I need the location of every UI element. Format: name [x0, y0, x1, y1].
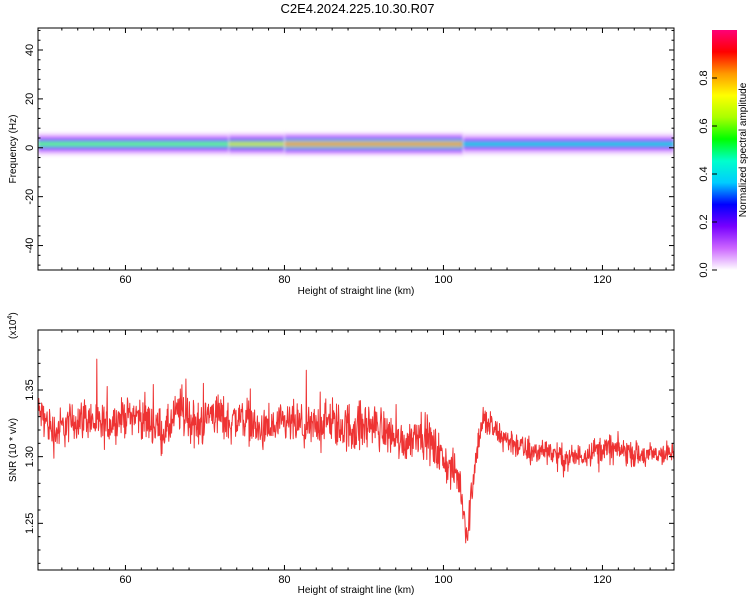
y-tick-label: 1.25	[24, 513, 36, 534]
y-tick-label: -20	[24, 189, 36, 205]
x-tick-label: 60	[119, 274, 131, 286]
spectrogram-panel: 60 80 100 120 40 20 0 -20 -40 Height of straight…	[8, 27, 675, 297]
snr-x-axis-label: Height of straight line (km)	[298, 585, 415, 596]
band-strip	[463, 142, 674, 146]
spectrogram-frame	[37, 27, 675, 271]
band-segment	[38, 133, 229, 155]
colorbar-gradient	[712, 30, 737, 270]
snr-panel: 60 80 100 120 1.35 1.30 1.25 Height of straigh…	[7, 312, 675, 596]
chart-title: C2E4.2024.225.10.30.R07	[280, 1, 435, 16]
colorbar-tick-label: 0.2	[698, 214, 710, 229]
colorbar-tick-label: 0.4	[698, 166, 710, 181]
y-tick-label: 20	[24, 93, 36, 105]
snr-frame	[37, 329, 675, 571]
spectrogram-x-axis-label: Height of straight line (km)	[298, 286, 415, 297]
colorbar-tick-label: 0.0	[698, 262, 710, 277]
x-tick-label: 80	[278, 574, 290, 586]
colorbar: 0.0 0.2 0.4 0.6 0.8 Normalized spectral ampl…	[698, 30, 749, 278]
spectrogram-y-axis-label: Frequency (Hz)	[8, 115, 19, 184]
spectrogram-band	[38, 133, 674, 155]
colorbar-tick-label: 0.6	[698, 118, 710, 133]
band-strip	[284, 142, 464, 146]
x-tick-label: 120	[593, 574, 611, 586]
y-tick-label: 1.30	[24, 446, 36, 467]
x-tick-label: 80	[278, 274, 290, 286]
colorbar-tick-label: 0.8	[698, 70, 710, 85]
y-tick-label: -40	[24, 238, 36, 254]
colorbar-label: Normalized spectral amplitude	[738, 82, 749, 217]
x-tick-label: 100	[434, 274, 452, 286]
x-tick-label: 100	[434, 574, 452, 586]
colorbar-ticks: 0.0 0.2 0.4 0.6 0.8	[698, 70, 717, 278]
x-tick-label: 120	[593, 274, 611, 286]
y-tick-label: 1.35	[24, 379, 36, 400]
band-segment	[284, 133, 464, 155]
snr-y-axis-label: SNR (10 * v/v)	[8, 418, 19, 482]
y-tick-label: 40	[24, 44, 36, 56]
spectrogram-ticks: 60 80 100 120 40 20 0 -20 -40	[24, 28, 674, 286]
y-tick-label: 0	[24, 145, 36, 151]
snr-series-line	[38, 358, 674, 544]
band-segment	[463, 133, 674, 155]
band-strip	[228, 142, 285, 146]
snr-y-scale-label: (x104)	[7, 312, 19, 339]
band-strip	[38, 142, 229, 146]
band-segment	[228, 133, 285, 155]
snr-ticks: 60 80 100 120 1.35 1.30 1.25	[24, 330, 674, 586]
x-tick-label: 60	[119, 574, 131, 586]
